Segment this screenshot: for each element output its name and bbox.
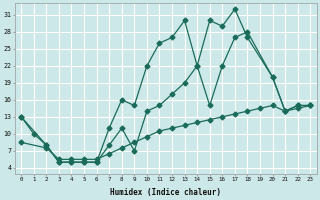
X-axis label: Humidex (Indice chaleur): Humidex (Indice chaleur)	[110, 188, 221, 197]
